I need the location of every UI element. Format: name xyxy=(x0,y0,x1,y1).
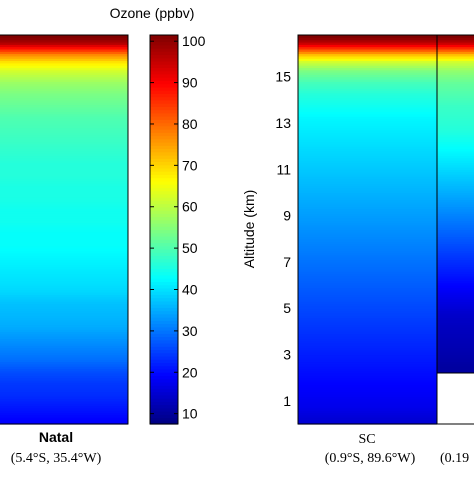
sc-altitude-axis-label: Altitude (km) xyxy=(241,190,257,269)
sc-site-label: SC xyxy=(358,432,375,447)
colorbar-tick-label: 50 xyxy=(182,240,198,256)
third-empty-region xyxy=(438,373,474,424)
third-panel: (0.19 xyxy=(437,35,474,466)
colorbar-tick-label: 90 xyxy=(182,75,198,91)
altitude-tick-label: 3 xyxy=(283,347,291,363)
altitude-tick-label: 11 xyxy=(276,161,291,177)
colorbar-tick-label: 70 xyxy=(182,157,198,173)
sc-coords-label: (0.9°S, 89.6°W) xyxy=(325,451,416,466)
natal-site-label: Natal xyxy=(39,429,73,445)
natal-ozone-bands xyxy=(0,35,128,425)
colorbar-tick-label: 30 xyxy=(182,323,198,339)
colorbar-segment xyxy=(150,35,178,39)
natal-panel: Natal (5.4°S, 35.4°W) xyxy=(0,35,128,466)
colorbar-tick-label: 60 xyxy=(182,199,198,215)
altitude-tick-label: 5 xyxy=(283,300,291,316)
colorbar-tick-label: 100 xyxy=(182,33,206,49)
colorbar-tick-label: 80 xyxy=(182,116,198,132)
colorbar-gradient xyxy=(150,35,178,425)
third-coords-label: (0.19 xyxy=(440,451,469,466)
natal-coords-label: (5.4°S, 35.4°W) xyxy=(11,451,102,466)
colorbar-tick-label: 10 xyxy=(182,406,198,422)
altitude-tick-label: 1 xyxy=(283,393,291,409)
colorbar-tick-label: 40 xyxy=(182,282,198,298)
colorbar-title: Ozone (ppbv) xyxy=(110,5,195,21)
sc-ozone-bands xyxy=(298,35,437,425)
altitude-tick-label: 15 xyxy=(275,69,291,85)
altitude-tick-label: 13 xyxy=(275,115,291,131)
altitude-tick-label: 9 xyxy=(283,208,291,224)
colorbar-tick-label: 20 xyxy=(182,364,198,380)
altitude-tick-label: 7 xyxy=(283,254,291,270)
third-ozone-bands xyxy=(437,35,474,374)
